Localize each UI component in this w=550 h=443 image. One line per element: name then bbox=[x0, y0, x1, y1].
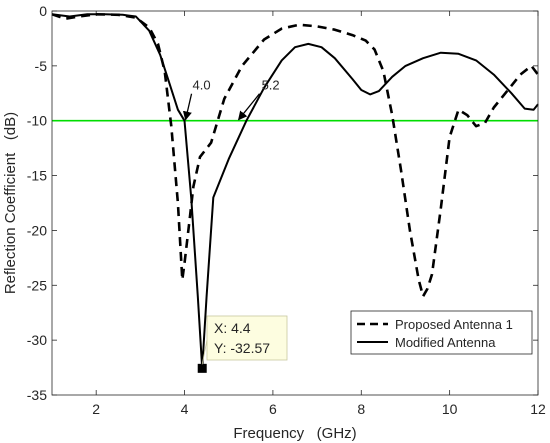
datatip-box bbox=[206, 315, 288, 361]
legend-label-proposed-antenna-1: Proposed Antenna 1 bbox=[395, 317, 513, 332]
y-tick-label: -10 bbox=[27, 113, 47, 129]
y-axis-label: Reflection Coefficient (dB) bbox=[2, 112, 19, 294]
x-tick-label: 10 bbox=[442, 401, 458, 417]
x-tick-label: 6 bbox=[269, 401, 277, 417]
annotation-arrow-5.2 bbox=[237, 93, 261, 121]
y-tick-label: -20 bbox=[27, 222, 47, 238]
y-tick-label: -35 bbox=[27, 387, 47, 403]
plot-frame bbox=[51, 10, 539, 396]
datatip-marker bbox=[197, 363, 207, 373]
x-tick-label: 12 bbox=[530, 401, 546, 417]
datatip-pointer bbox=[201, 339, 208, 365]
y-tick-label: -30 bbox=[27, 332, 47, 348]
x-tick-label: 2 bbox=[92, 401, 100, 417]
series-line-modified-antenna bbox=[51, 13, 539, 370]
tick-labels: 2 4 6 8 10 12 0 -5 -10 -15 -20 -25 -30 -35 bbox=[27, 3, 546, 417]
datatip: X: 4.4 Y: -32.57 bbox=[206, 315, 288, 361]
annotation-layer: 4.0 5.2 bbox=[182, 78, 280, 373]
annotation-arrow-4.0 bbox=[182, 93, 193, 121]
annotation-label-5.2: 5.2 bbox=[262, 78, 280, 93]
datatip-y-label: Y: -32.57 bbox=[214, 340, 270, 356]
y-tick-label: 0 bbox=[39, 3, 47, 19]
x-tick-label: 8 bbox=[357, 401, 365, 417]
annotation-label-4.0: 4.0 bbox=[193, 78, 211, 93]
y-tick-label: -25 bbox=[27, 277, 47, 293]
series-line-proposed-antenna-1 bbox=[51, 13, 540, 298]
datatip-x-label: X: 4.4 bbox=[214, 320, 251, 336]
y-tick-label: -15 bbox=[27, 168, 47, 184]
x-axis-label: Frequency (GHz) bbox=[233, 425, 356, 442]
x-tick-label: 4 bbox=[181, 401, 189, 417]
legend: Proposed Antenna 1 Modified Antenna bbox=[350, 310, 533, 355]
y-tick-label: -5 bbox=[35, 58, 48, 74]
series-layer bbox=[51, 13, 540, 370]
legend-box bbox=[350, 310, 533, 355]
legend-label-modified-antenna: Modified Antenna bbox=[395, 335, 496, 350]
